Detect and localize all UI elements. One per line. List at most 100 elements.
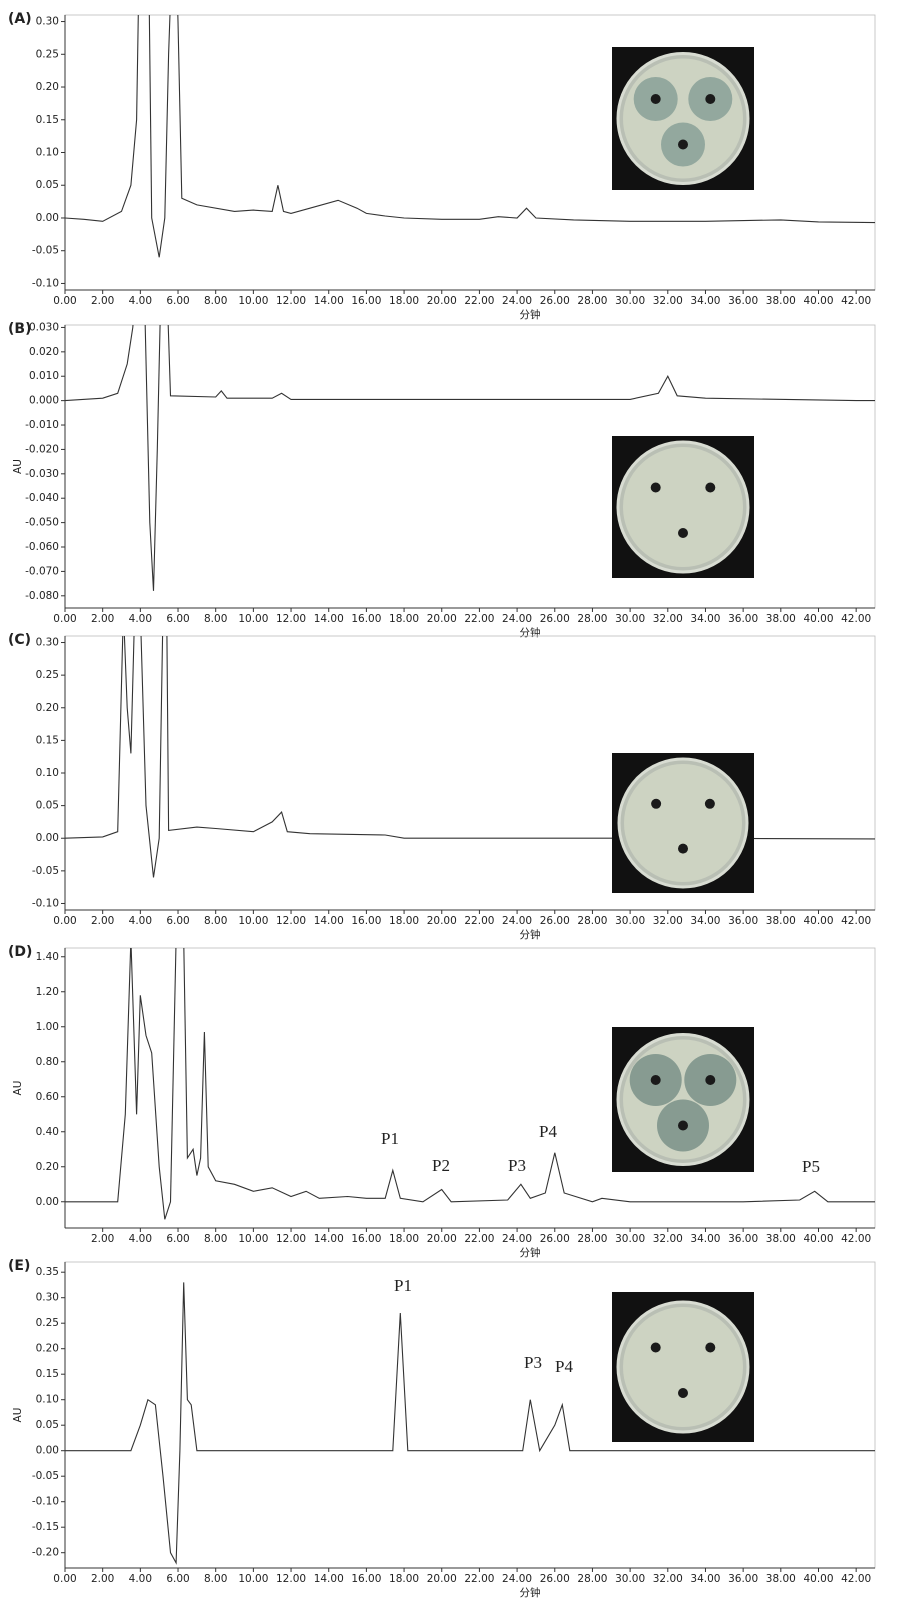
y-tick-label: 0.20: [36, 1343, 59, 1355]
x-tick-label: 28.00: [577, 1233, 607, 1245]
x-tick-label: 16.00: [351, 613, 381, 625]
x-tick-label: 38.00: [766, 1233, 796, 1245]
x-tick-label: 6.00: [166, 613, 189, 625]
x-tick-label: 8.00: [204, 1233, 227, 1245]
y-tick-label: 0.030: [29, 321, 59, 333]
x-tick-label: 38.00: [766, 295, 796, 307]
x-tick-label: 10.00: [238, 1573, 268, 1585]
x-tick-label: 4.00: [129, 1233, 152, 1245]
x-tick-label: 24.00: [502, 1233, 532, 1245]
y-tick-label: 0.00: [36, 832, 59, 844]
x-tick-label: 32.00: [653, 295, 683, 307]
peak-annotation: P2: [432, 1156, 450, 1175]
x-tick-label: 18.00: [389, 915, 419, 927]
y-tick-label: -0.030: [25, 468, 59, 480]
x-tick-label: 12.00: [276, 1233, 306, 1245]
y-tick-label: 0.30: [36, 16, 59, 28]
x-tick-label: 26.00: [540, 1573, 570, 1585]
x-tick-label: 22.00: [464, 1233, 494, 1245]
x-tick-label: 20.00: [427, 613, 457, 625]
peak-annotation: P1: [394, 1276, 412, 1295]
x-tick-label: 24.00: [502, 613, 532, 625]
x-tick-label: 6.00: [166, 1573, 189, 1585]
x-tick-label: 24.00: [502, 295, 532, 307]
x-tick-label: 32.00: [653, 1233, 683, 1245]
y-tick-label: 0.40: [36, 1126, 59, 1138]
well: [650, 1075, 661, 1085]
x-tick-label: 42.00: [841, 295, 871, 307]
well: [650, 482, 661, 493]
well: [678, 843, 688, 854]
x-tick-label: 42.00: [841, 1573, 871, 1585]
y-tick-label: 1.40: [36, 951, 59, 963]
y-tick-label: 0.20: [36, 1161, 59, 1173]
y-tick-label: -0.050: [25, 517, 59, 529]
y-tick-label: 0.25: [36, 669, 59, 681]
x-tick-label: 36.00: [728, 915, 758, 927]
x-tick-label: 20.00: [427, 295, 457, 307]
well: [705, 1075, 716, 1085]
x-tick-label: 28.00: [577, 295, 607, 307]
panel-label: (A): [8, 11, 32, 27]
x-tick-label: 10.00: [238, 915, 268, 927]
well: [704, 798, 715, 809]
peak-annotation: P4: [555, 1357, 573, 1376]
petri-dish-agar: [623, 1307, 743, 1427]
y-tick-label: 0.15: [36, 1368, 59, 1380]
x-tick-label: 28.00: [577, 1573, 607, 1585]
well: [651, 798, 662, 809]
well: [678, 528, 688, 538]
x-tick-label: 6.00: [166, 1233, 189, 1245]
x-tick-label: 2.00: [91, 295, 114, 307]
x-tick-label: 8.00: [204, 613, 227, 625]
y-tick-label: -0.020: [25, 443, 59, 455]
x-tick-label: 14.00: [314, 915, 344, 927]
x-tick-label: 40.00: [803, 1573, 833, 1585]
well: [705, 1342, 716, 1353]
peak-annotation: P3: [524, 1353, 542, 1372]
y-tick-label: 0.05: [36, 179, 59, 191]
x-tick-label: 22.00: [464, 295, 494, 307]
y-tick-label: 0.05: [36, 800, 59, 812]
x-axis-label: 分钟: [520, 626, 541, 639]
x-tick-label: 4.00: [129, 1573, 152, 1585]
x-tick-label: 30.00: [615, 1233, 645, 1245]
y-tick-label: 0.80: [36, 1056, 59, 1068]
x-tick-label: 32.00: [653, 915, 683, 927]
x-tick-label: 12.00: [276, 1573, 306, 1585]
y-tick-label: -0.05: [32, 245, 59, 257]
x-tick-label: 16.00: [351, 915, 381, 927]
peak-annotation: P3: [508, 1156, 526, 1175]
x-tick-label: 4.00: [129, 295, 152, 307]
x-tick-label: 2.00: [91, 915, 114, 927]
x-axis-label: 分钟: [520, 928, 541, 941]
y-tick-label: 0.20: [36, 702, 59, 714]
x-tick-label: 42.00: [841, 613, 871, 625]
y-tick-label: 0.35: [36, 1266, 59, 1278]
x-tick-label: 12.00: [276, 915, 306, 927]
y-tick-label: 0.05: [36, 1419, 59, 1431]
x-tick-label: 10.00: [238, 613, 268, 625]
x-tick-label: 36.00: [728, 1233, 758, 1245]
y-tick-label: -0.060: [25, 541, 59, 553]
y-tick-label: -0.10: [32, 277, 59, 289]
x-tick-label: 34.00: [690, 1233, 720, 1245]
x-tick-label: 0.00: [53, 915, 76, 927]
x-tick-label: 40.00: [803, 613, 833, 625]
y-tick-label: 0.10: [36, 147, 59, 159]
y-tick-label: 0.30: [36, 1292, 59, 1304]
panel-label: (B): [8, 321, 31, 337]
x-tick-label: 20.00: [427, 915, 457, 927]
x-tick-label: 36.00: [728, 613, 758, 625]
well: [650, 1342, 661, 1353]
x-axis-label: 分钟: [520, 1586, 541, 1599]
x-tick-label: 20.00: [427, 1233, 457, 1245]
y-tick-label: 0.010: [29, 370, 59, 382]
x-tick-label: 2.00: [91, 1233, 114, 1245]
y-tick-label: -0.040: [25, 492, 59, 504]
y-tick-label: 0.10: [36, 767, 59, 779]
x-tick-label: 42.00: [841, 1233, 871, 1245]
x-tick-label: 22.00: [464, 915, 494, 927]
x-tick-label: 2.00: [91, 613, 114, 625]
x-tick-label: 22.00: [464, 1573, 494, 1585]
